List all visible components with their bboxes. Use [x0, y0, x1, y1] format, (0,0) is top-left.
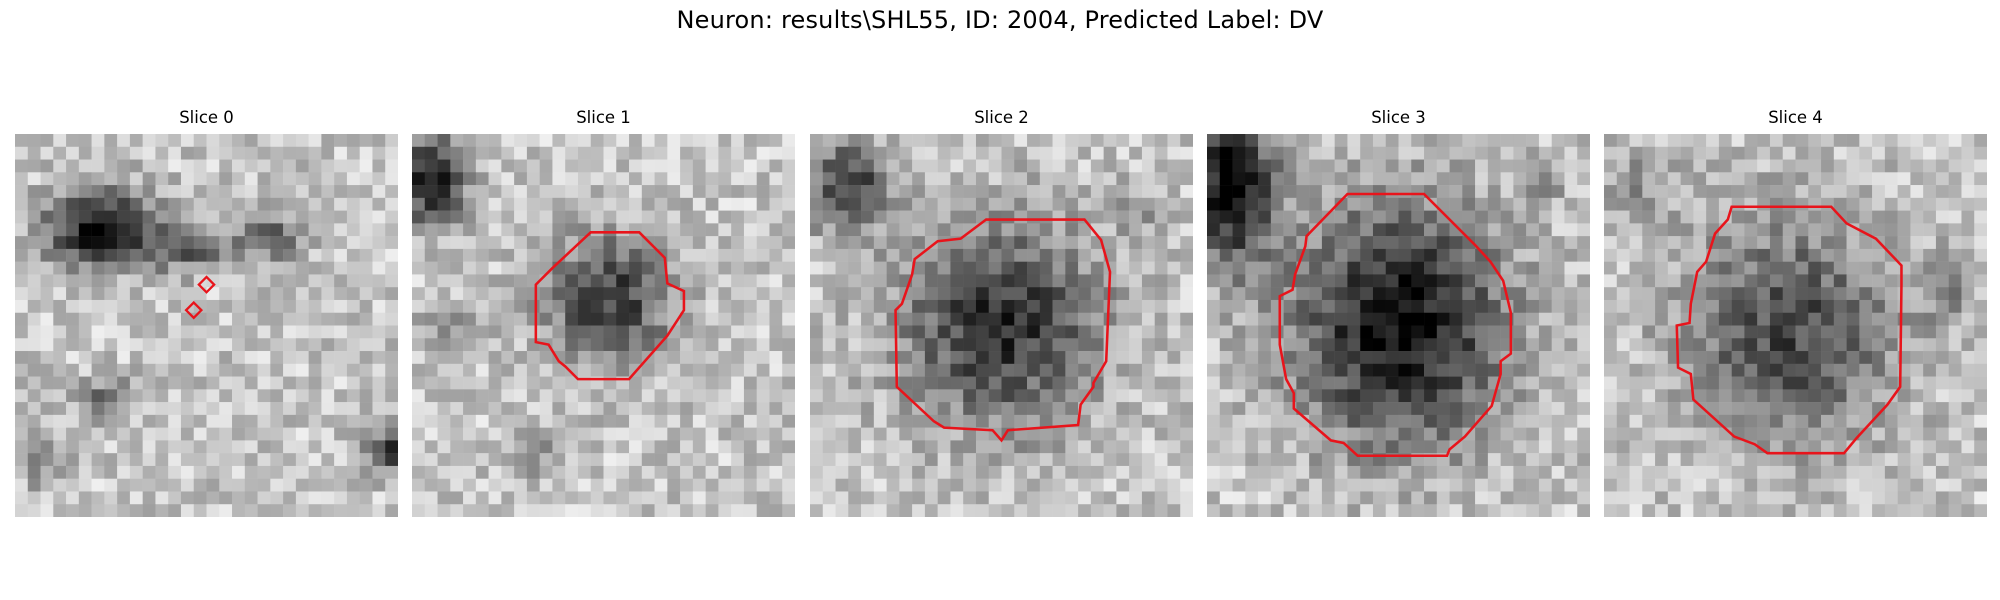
neuron-contour-3: [1278, 192, 1513, 457]
slice-image-3: [1207, 134, 1590, 517]
neuron-contour-0: [184, 275, 216, 320]
slice-image-2: [810, 134, 1193, 517]
slice-image-1: [412, 134, 795, 517]
neuron-contour-4: [1675, 205, 1903, 455]
grayscale-pixel-grid: [412, 134, 795, 517]
slice-title-1: Slice 1: [576, 108, 631, 127]
slice-title-0: Slice 0: [179, 108, 234, 127]
grayscale-pixel-grid: [1604, 134, 1987, 517]
grayscale-pixel-grid: [1207, 134, 1590, 517]
slice-image-0: [15, 134, 398, 517]
neuron-contour-1: [534, 231, 686, 381]
grayscale-pixel-grid: [15, 134, 398, 517]
slice-title-2: Slice 2: [974, 108, 1029, 127]
neuron-contour-2: [894, 218, 1112, 443]
slice-title-3: Slice 3: [1371, 108, 1426, 127]
figure-title: Neuron: results\SHL55, ID: 2004, Predict…: [676, 6, 1324, 34]
slice-title-4: Slice 4: [1768, 108, 1823, 127]
grayscale-pixel-grid: [810, 134, 1193, 517]
slice-image-4: [1604, 134, 1987, 517]
